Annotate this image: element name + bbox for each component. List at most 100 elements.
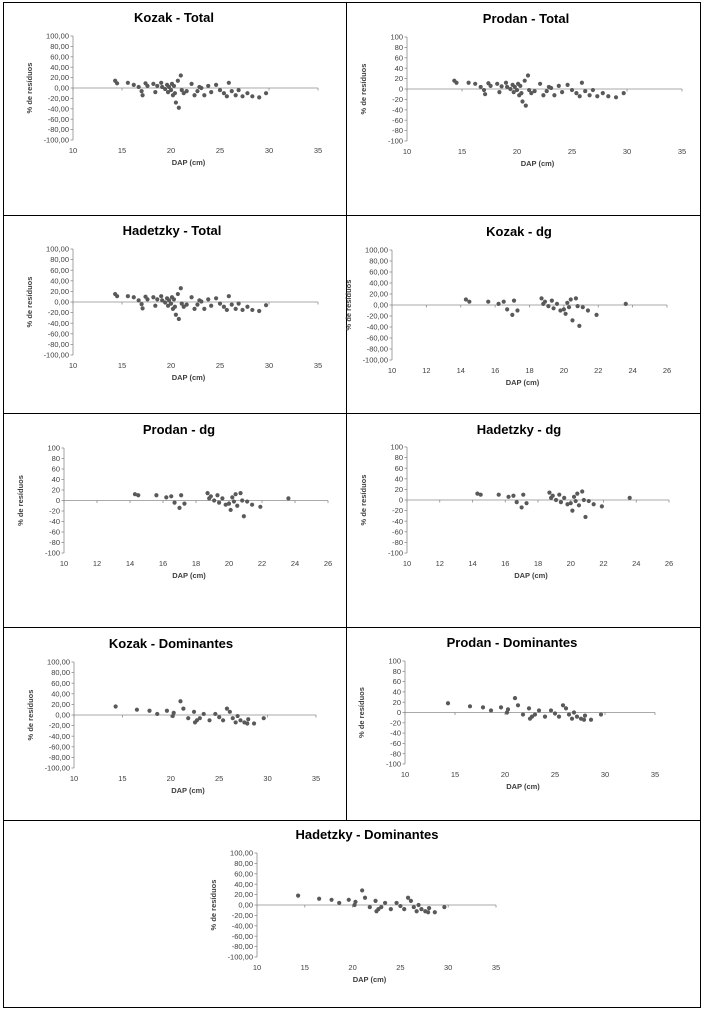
y-tick-label: 60,00 <box>369 268 388 277</box>
data-point <box>367 904 372 910</box>
data-point <box>613 95 619 100</box>
data-point <box>115 81 120 86</box>
y-tick-label: -80 <box>392 126 403 135</box>
y-tick-label: 40 <box>393 688 401 697</box>
data-point <box>153 90 158 95</box>
y-tick-label: -40 <box>392 105 403 114</box>
chart-title: Hadetzky - dg <box>477 422 562 437</box>
data-point <box>240 307 245 313</box>
x-tick-label: 10 <box>401 770 409 779</box>
y-tick-label: -100,00 <box>45 764 70 773</box>
panel-borders <box>3 2 701 1008</box>
data-point <box>574 91 579 96</box>
data-point <box>240 498 245 503</box>
data-point <box>131 295 136 300</box>
data-point <box>580 305 585 310</box>
x-tick-label: 20 <box>167 361 175 370</box>
data-point <box>250 502 255 507</box>
data-point <box>408 898 414 903</box>
data-point <box>233 720 238 725</box>
y-tick-label: 80 <box>52 454 60 463</box>
data-point <box>560 703 566 708</box>
x-tick-label: 35 <box>678 147 686 156</box>
data-point <box>245 304 250 309</box>
data-point <box>224 706 230 711</box>
data-point <box>623 301 628 306</box>
data-point <box>568 297 573 302</box>
y-tick-label: -100,00 <box>228 953 253 962</box>
data-point <box>527 716 533 721</box>
data-point <box>416 902 421 908</box>
chart-title: Kozak - dg <box>486 224 552 239</box>
data-point <box>221 304 227 309</box>
data-points <box>463 296 628 328</box>
y-tick-label: 100,00 <box>46 32 69 41</box>
data-point <box>582 713 588 718</box>
x-tick-label: 26 <box>665 559 673 568</box>
data-point <box>571 494 577 499</box>
data-point <box>192 93 197 98</box>
data-point <box>519 505 524 510</box>
y-tick-label: -60,00 <box>49 742 70 751</box>
data-point <box>195 89 200 94</box>
data-point <box>495 81 500 86</box>
data-point <box>541 93 546 98</box>
data-point <box>598 712 604 717</box>
y-tick-label: -40,00 <box>232 921 253 930</box>
data-point <box>529 91 534 96</box>
y-tick-label: 80 <box>395 453 403 462</box>
data-point <box>570 318 575 323</box>
data-point <box>181 706 186 711</box>
data-point <box>213 296 219 301</box>
data-point <box>240 94 245 99</box>
y-tick-label: -20 <box>390 718 401 727</box>
data-point <box>263 91 269 96</box>
data-point <box>562 495 567 500</box>
x-tick-label: 10 <box>69 361 77 370</box>
data-point <box>170 306 176 311</box>
x-axis-label: DAP (cm) <box>172 571 206 580</box>
data-point <box>526 706 532 711</box>
y-tick-label: -20,00 <box>367 312 388 321</box>
chart-4: Kozak - dg 100,00 80,00 60,00 40,00 20,00 0,00… <box>344 224 671 387</box>
data-point <box>520 99 525 104</box>
data-point <box>139 302 144 307</box>
x-tick-label: 20 <box>567 559 575 568</box>
data-point <box>178 73 183 78</box>
data-point <box>131 82 136 87</box>
y-tick-label: -60,00 <box>367 334 388 343</box>
x-tick-label: 20 <box>225 559 233 568</box>
data-point <box>215 493 220 498</box>
data-point <box>525 73 531 78</box>
data-point <box>217 87 223 93</box>
data-point <box>231 499 237 504</box>
data-point <box>583 514 588 520</box>
data-point <box>405 895 411 900</box>
data-point <box>229 89 234 94</box>
data-point <box>362 895 368 900</box>
data-point <box>475 491 480 496</box>
data-point <box>544 88 549 94</box>
data-point <box>581 497 586 503</box>
data-point <box>463 297 469 302</box>
data-point <box>192 306 197 311</box>
x-tick-label: 10 <box>60 559 68 568</box>
data-point <box>586 498 591 504</box>
data-point <box>329 897 334 902</box>
data-point <box>360 888 365 893</box>
data-point <box>478 492 483 497</box>
data-point <box>466 80 471 85</box>
y-tick-label: 60,00 <box>50 52 69 61</box>
data-point <box>233 93 238 98</box>
data-point <box>499 84 504 89</box>
data-point <box>600 91 605 96</box>
y-tick-label: -40 <box>390 729 401 738</box>
data-point <box>238 718 243 723</box>
data-point <box>227 709 232 714</box>
data-point <box>595 94 600 99</box>
y-tick-label: 80 <box>395 43 403 52</box>
data-point <box>496 301 501 306</box>
y-tick-label: -20 <box>49 507 60 516</box>
y-tick-label: -40,00 <box>367 323 388 332</box>
